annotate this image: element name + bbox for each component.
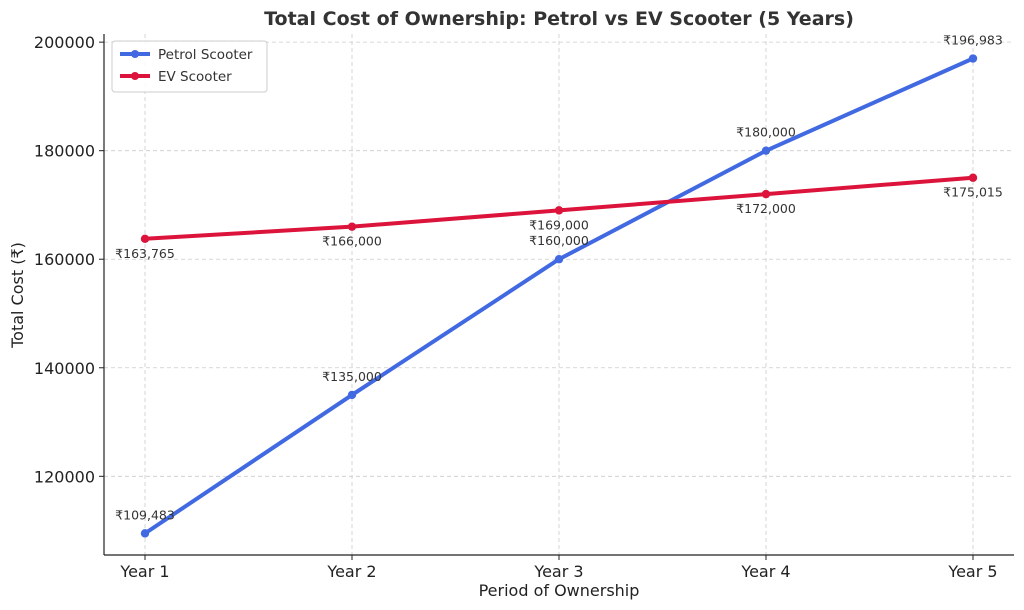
legend-label: Petrol Scooter: [158, 47, 253, 63]
legend-swatch-marker: [131, 50, 139, 58]
data-point: [968, 173, 978, 182]
data-label: ₹160,000: [529, 233, 589, 248]
legend-box: [111, 40, 268, 93]
data-point: [761, 189, 771, 199]
x-tick-label: Year 2: [326, 562, 376, 581]
data-label: ₹175,015: [943, 185, 1003, 200]
data-labels: ₹109,483 ₹135,000 ₹160,000 ₹180,000 ₹196,983…: [115, 33, 1003, 523]
x-tick-label: Year 3: [533, 562, 583, 581]
y-tick-label: 140000: [34, 359, 95, 378]
axis-ticks: Year 1 Year 2 Year 3 Year 4 Year 5 120000 1400…: [34, 33, 998, 581]
x-tick-label: Year 4: [740, 562, 790, 581]
data-label: ₹169,000: [529, 217, 589, 232]
y-axis-label: Total Cost (₹): [8, 242, 27, 349]
chart-title: Total Cost of Ownership: Petrol vs EV Sc…: [264, 8, 854, 30]
data-label: ₹196,983: [943, 33, 1003, 48]
x-tick-label: Year 5: [947, 562, 997, 581]
data-point: [554, 255, 564, 264]
y-tick-label: 120000: [34, 467, 95, 486]
data-point: [554, 206, 564, 215]
data-label: ₹135,000: [322, 369, 382, 384]
data-point: [761, 146, 771, 155]
data-point: [347, 390, 357, 400]
data-label: ₹166,000: [322, 234, 382, 249]
data-label: ₹180,000: [736, 125, 796, 140]
data-point: [140, 234, 150, 243]
data-label: ₹163,765: [115, 246, 175, 261]
data-point: [347, 222, 357, 231]
y-tick-label: 160000: [34, 250, 95, 269]
legend-swatch-marker: [131, 72, 139, 80]
y-tick-label: 200000: [34, 33, 95, 52]
data-label: ₹109,483: [115, 507, 175, 522]
y-tick-label: 180000: [34, 142, 95, 161]
data-label: ₹172,000: [736, 201, 796, 216]
x-tick-label: Year 1: [119, 562, 169, 581]
x-axis-label: Period of Ownership: [479, 581, 640, 600]
plot-area: [140, 54, 978, 538]
legend-label: EV Scooter: [158, 69, 232, 85]
legend: Petrol Scooter EV Scooter: [111, 40, 268, 93]
data-point: [968, 54, 978, 63]
data-point: [140, 529, 150, 538]
grid: [104, 34, 1014, 555]
